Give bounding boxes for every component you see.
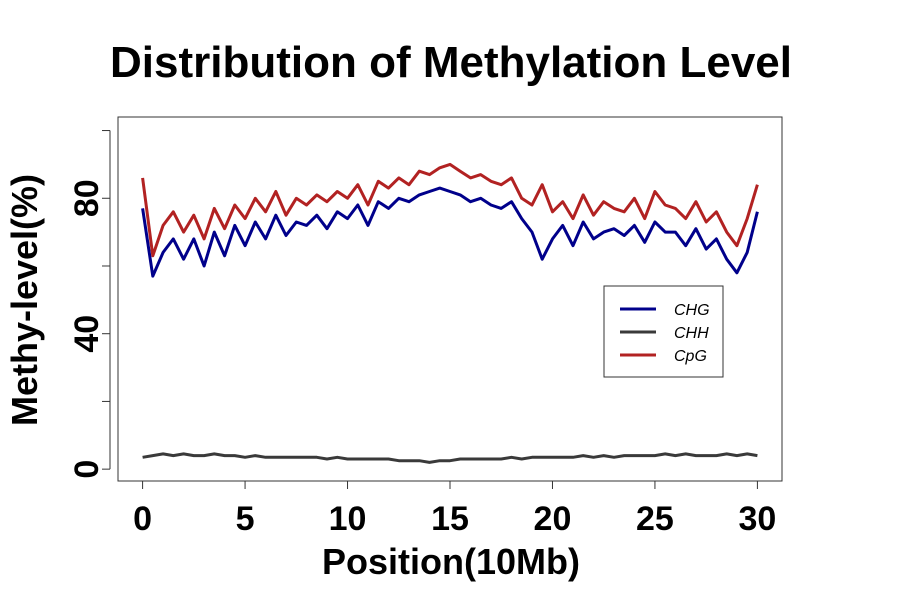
legend-label-chg: CHG [674,302,710,319]
x-tick-label: 10 [329,500,367,538]
legend-label-cpg: CpG [674,348,707,365]
series-line-chg [141,186,759,278]
series-line-cpg [141,162,759,258]
y-tick-label: 0 [68,460,106,479]
x-tick-label: 20 [534,500,572,538]
legend: CHG CHH CpG [603,285,724,378]
x-axis-label: Position(10Mb) [322,541,580,582]
x-tick-label: 5 [236,500,255,538]
series-line-chh [142,452,758,464]
series-lines [141,162,759,464]
x-tick-label: 15 [431,500,469,538]
y-tick-label: 40 [68,315,106,353]
x-tick-label: 0 [133,500,152,538]
x-axis: 0 5 10 15 20 25 30 [133,480,776,538]
y-axis: 0 40 80 [68,130,111,479]
y-axis-label: Methy-level(%) [4,174,45,426]
x-tick-label: 30 [738,500,776,538]
legend-label-chh: CHH [674,325,709,342]
y-tick-label: 80 [68,179,106,217]
x-tick-label: 25 [636,500,674,538]
chart-title: Distribution of Methylation Level [110,38,792,87]
